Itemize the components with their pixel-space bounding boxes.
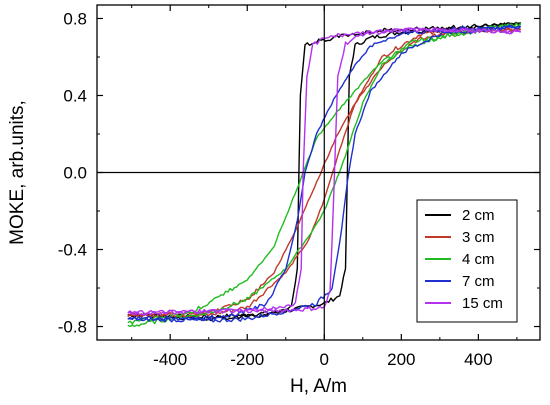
x-tick-label: 0 <box>320 350 329 369</box>
legend-label: 15 cm <box>462 295 503 312</box>
y-axis-title: MOKE, arb.units, <box>7 100 28 245</box>
plot-frame <box>96 4 541 341</box>
legend-label: 3 cm <box>462 229 495 246</box>
legend-label: 2 cm <box>462 207 495 224</box>
y-tick-label: 0.8 <box>63 9 87 28</box>
axis-ticks: -400 -200 0 200 400 -0.8 -0.4 0.0 0.4 0.8 <box>58 5 540 369</box>
series-layer <box>127 21 522 328</box>
x-axis-title: H, A/m <box>290 376 347 397</box>
y-tick-label: -0.4 <box>58 241 87 260</box>
x-tick-label: -200 <box>230 350 264 369</box>
x-tick-label: -400 <box>153 350 187 369</box>
legend-box <box>416 199 518 323</box>
y-tick-label: -0.8 <box>58 318 87 337</box>
x-tick-label: 200 <box>387 350 415 369</box>
legend: 2 cm 3 cm 4 cm 7 cm 15 cm <box>416 199 518 323</box>
series-4-cm-ascending <box>127 22 522 328</box>
series-2-cm-descending <box>127 21 522 322</box>
series-15-cm-ascending <box>127 27 522 315</box>
zero-lines <box>97 5 540 340</box>
legend-label: 4 cm <box>462 251 495 268</box>
y-tick-label: 0.4 <box>63 86 87 105</box>
legend-label: 7 cm <box>462 273 495 290</box>
series-15-cm-descending <box>127 27 521 316</box>
x-tick-label: 400 <box>464 350 492 369</box>
y-tick-label: 0.0 <box>63 164 87 183</box>
